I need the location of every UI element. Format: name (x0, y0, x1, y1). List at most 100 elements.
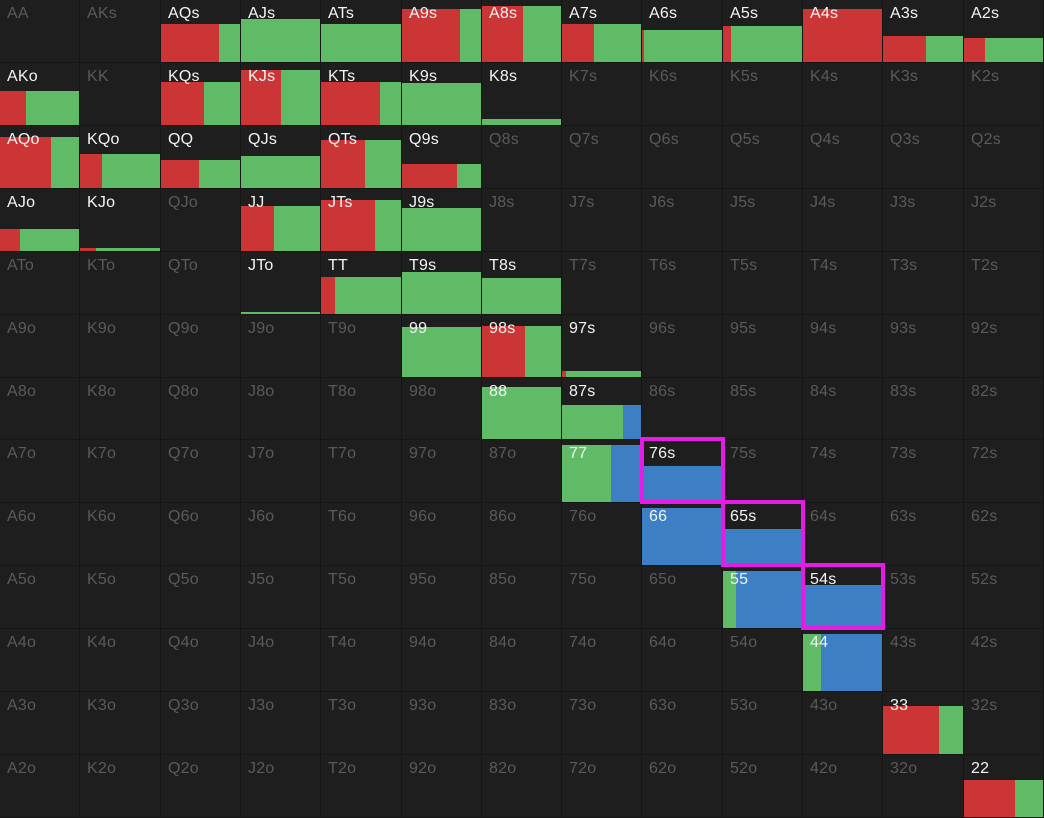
hand-cell-77[interactable]: 77 (562, 440, 642, 503)
hand-cell-75o[interactable]: 75o (562, 566, 642, 629)
hand-cell-a4o[interactable]: A4o (0, 629, 80, 692)
hand-cell-a6s[interactable]: A6s (642, 0, 723, 63)
hand-cell-a6o[interactable]: A6o (0, 503, 80, 566)
hand-cell-a7s[interactable]: A7s (562, 0, 642, 63)
hand-cell-kjo[interactable]: KJo (80, 189, 161, 252)
hand-cell-32o[interactable]: 32o (883, 755, 964, 818)
hand-cell-qjs[interactable]: QJs (241, 126, 321, 189)
hand-cell-a5s[interactable]: A5s (723, 0, 803, 63)
hand-cell-a8s[interactable]: A8s (482, 0, 562, 63)
hand-cell-a3s[interactable]: A3s (883, 0, 964, 63)
hand-cell-k9s[interactable]: K9s (402, 63, 482, 126)
hand-cell-t4o[interactable]: T4o (321, 629, 402, 692)
hand-cell-84o[interactable]: 84o (482, 629, 562, 692)
hand-cell-93s[interactable]: 93s (883, 315, 964, 378)
hand-cell-74o[interactable]: 74o (562, 629, 642, 692)
hand-cell-q4o[interactable]: Q4o (161, 629, 241, 692)
hand-cell-q6s[interactable]: Q6s (642, 126, 723, 189)
hand-cell-54s[interactable]: 54s (803, 566, 883, 629)
hand-cell-q6o[interactable]: Q6o (161, 503, 241, 566)
hand-cell-q7s[interactable]: Q7s (562, 126, 642, 189)
hand-cell-96s[interactable]: 96s (642, 315, 723, 378)
hand-cell-k2o[interactable]: K2o (80, 755, 161, 818)
hand-cell-63o[interactable]: 63o (642, 692, 723, 755)
hand-cell-43o[interactable]: 43o (803, 692, 883, 755)
hand-cell-j4o[interactable]: J4o (241, 629, 321, 692)
hand-cell-98s[interactable]: 98s (482, 315, 562, 378)
hand-cell-62o[interactable]: 62o (642, 755, 723, 818)
hand-cell-kjs[interactable]: KJs (241, 63, 321, 126)
hand-cell-86s[interactable]: 86s (642, 378, 723, 440)
hand-cell-97s[interactable]: 97s (562, 315, 642, 378)
hand-cell-j6s[interactable]: J6s (642, 189, 723, 252)
hand-cell-j6o[interactable]: J6o (241, 503, 321, 566)
hand-cell-q3s[interactable]: Q3s (883, 126, 964, 189)
hand-cell-t7s[interactable]: T7s (562, 252, 642, 315)
hand-cell-a9s[interactable]: A9s (402, 0, 482, 63)
hand-cell-82s[interactable]: 82s (964, 378, 1044, 440)
hand-cell-qq[interactable]: QQ (161, 126, 241, 189)
hand-cell-k4s[interactable]: K4s (803, 63, 883, 126)
hand-cell-a3o[interactable]: A3o (0, 692, 80, 755)
hand-cell-j9o[interactable]: J9o (241, 315, 321, 378)
hand-cell-42o[interactable]: 42o (803, 755, 883, 818)
hand-cell-a8o[interactable]: A8o (0, 378, 80, 440)
hand-cell-65s[interactable]: 65s (723, 503, 803, 566)
hand-cell-kk[interactable]: KK (80, 63, 161, 126)
hand-cell-qto[interactable]: QTo (161, 252, 241, 315)
hand-cell-73o[interactable]: 73o (562, 692, 642, 755)
hand-cell-aks[interactable]: AKs (80, 0, 161, 63)
hand-cell-k7o[interactable]: K7o (80, 440, 161, 503)
hand-cell-a7o[interactable]: A7o (0, 440, 80, 503)
hand-cell-q5s[interactable]: Q5s (723, 126, 803, 189)
hand-cell-95s[interactable]: 95s (723, 315, 803, 378)
hand-cell-kqo[interactable]: KQo (80, 126, 161, 189)
hand-cell-qjo[interactable]: QJo (161, 189, 241, 252)
hand-cell-t2o[interactable]: T2o (321, 755, 402, 818)
hand-cell-92s[interactable]: 92s (964, 315, 1044, 378)
hand-cell-22[interactable]: 22 (964, 755, 1044, 818)
hand-cell-a2s[interactable]: A2s (964, 0, 1044, 63)
hand-cell-76s[interactable]: 76s (642, 440, 723, 503)
hand-cell-87s[interactable]: 87s (562, 378, 642, 440)
hand-cell-k3o[interactable]: K3o (80, 692, 161, 755)
hand-cell-94o[interactable]: 94o (402, 629, 482, 692)
hand-cell-43s[interactable]: 43s (883, 629, 964, 692)
hand-cell-72s[interactable]: 72s (964, 440, 1044, 503)
hand-cell-j8o[interactable]: J8o (241, 378, 321, 440)
hand-cell-kts[interactable]: KTs (321, 63, 402, 126)
hand-cell-t8s[interactable]: T8s (482, 252, 562, 315)
hand-cell-86o[interactable]: 86o (482, 503, 562, 566)
hand-cell-t6o[interactable]: T6o (321, 503, 402, 566)
hand-cell-ats[interactable]: ATs (321, 0, 402, 63)
hand-cell-jj[interactable]: JJ (241, 189, 321, 252)
hand-cell-jts[interactable]: JTs (321, 189, 402, 252)
hand-cell-kqs[interactable]: KQs (161, 63, 241, 126)
hand-cell-ajo[interactable]: AJo (0, 189, 80, 252)
hand-cell-kto[interactable]: KTo (80, 252, 161, 315)
hand-cell-t7o[interactable]: T7o (321, 440, 402, 503)
hand-cell-83s[interactable]: 83s (883, 378, 964, 440)
hand-cell-88[interactable]: 88 (482, 378, 562, 440)
hand-cell-j5o[interactable]: J5o (241, 566, 321, 629)
hand-cell-63s[interactable]: 63s (883, 503, 964, 566)
hand-cell-96o[interactable]: 96o (402, 503, 482, 566)
hand-cell-85o[interactable]: 85o (482, 566, 562, 629)
hand-cell-q8o[interactable]: Q8o (161, 378, 241, 440)
hand-cell-a2o[interactable]: A2o (0, 755, 80, 818)
hand-cell-tt[interactable]: TT (321, 252, 402, 315)
hand-cell-32s[interactable]: 32s (964, 692, 1044, 755)
hand-cell-t3s[interactable]: T3s (883, 252, 964, 315)
hand-cell-q9o[interactable]: Q9o (161, 315, 241, 378)
hand-cell-j2s[interactable]: J2s (964, 189, 1044, 252)
hand-cell-q9s[interactable]: Q9s (402, 126, 482, 189)
hand-cell-54o[interactable]: 54o (723, 629, 803, 692)
hand-cell-t5o[interactable]: T5o (321, 566, 402, 629)
hand-cell-62s[interactable]: 62s (964, 503, 1044, 566)
hand-cell-k7s[interactable]: K7s (562, 63, 642, 126)
hand-cell-j3s[interactable]: J3s (883, 189, 964, 252)
hand-cell-aqo[interactable]: AQo (0, 126, 80, 189)
hand-cell-q7o[interactable]: Q7o (161, 440, 241, 503)
hand-cell-53s[interactable]: 53s (883, 566, 964, 629)
hand-cell-84s[interactable]: 84s (803, 378, 883, 440)
